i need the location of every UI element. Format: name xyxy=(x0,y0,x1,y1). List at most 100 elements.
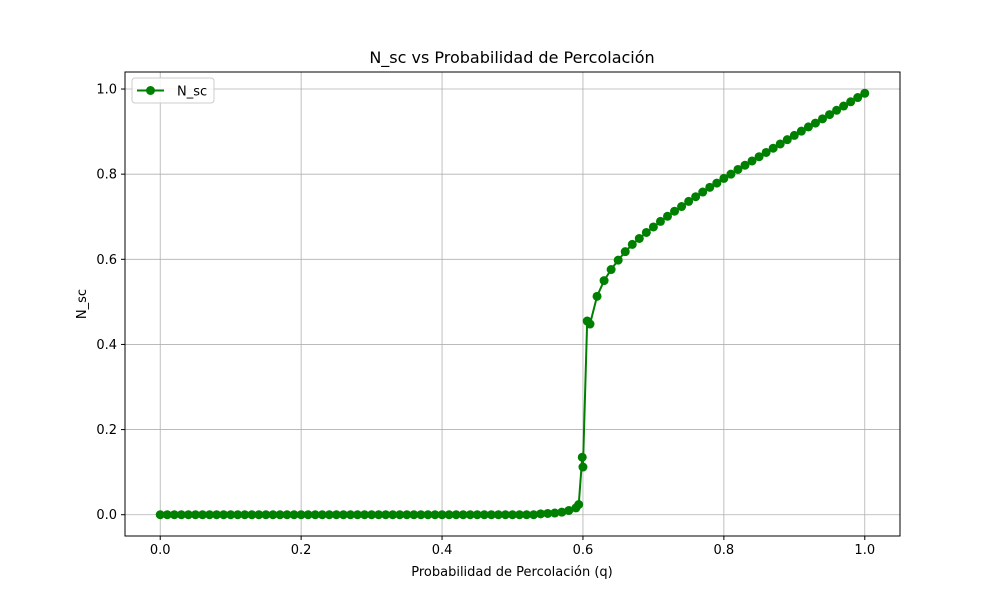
data-point xyxy=(529,510,539,520)
data-point xyxy=(846,97,856,107)
data-point xyxy=(444,510,454,520)
y-tick-label: 0.8 xyxy=(96,168,117,183)
data-point xyxy=(677,202,687,212)
data-point xyxy=(338,510,348,520)
legend-label: N_sc xyxy=(177,85,207,100)
data-point xyxy=(493,510,503,520)
data-point xyxy=(832,105,842,115)
data-point xyxy=(606,265,616,275)
y-axis-label: N_sc xyxy=(75,289,90,319)
data-point xyxy=(655,216,665,226)
data-point xyxy=(395,510,405,520)
data-point xyxy=(183,510,193,520)
data-point xyxy=(585,319,595,329)
data-point xyxy=(261,510,271,520)
data-point xyxy=(768,143,778,153)
data-point xyxy=(162,510,172,520)
data-point xyxy=(557,507,567,517)
data-point xyxy=(810,118,820,128)
data-point xyxy=(574,499,584,509)
data-point xyxy=(719,173,729,183)
legend: N_sc xyxy=(131,77,215,104)
data-point xyxy=(353,510,362,520)
data-point xyxy=(782,135,792,145)
data-point xyxy=(486,510,496,520)
data-point xyxy=(374,510,384,520)
data-point xyxy=(472,510,482,520)
data-point xyxy=(515,510,525,520)
data-point xyxy=(409,510,419,520)
x-tick-label: 1.0 xyxy=(854,543,875,558)
x-axis: 0.0 0.2 0.4 0.6 0.8 1.0 xyxy=(150,536,875,558)
data-point xyxy=(317,510,327,520)
data-point xyxy=(747,156,757,166)
data-point xyxy=(648,222,658,232)
data-point xyxy=(508,510,517,520)
data-point xyxy=(367,510,377,520)
data-point xyxy=(726,169,736,179)
data-point xyxy=(381,510,391,520)
data-point xyxy=(620,247,630,257)
legend-box xyxy=(131,77,215,104)
data-point xyxy=(634,233,644,243)
data-point xyxy=(761,147,771,157)
x-tick-label: 0.4 xyxy=(432,543,453,558)
data-point xyxy=(712,178,722,188)
y-tick-label: 1.0 xyxy=(96,83,117,98)
data-point xyxy=(522,510,532,520)
data-point xyxy=(550,508,560,518)
x-tick-label: 0.0 xyxy=(150,543,171,558)
data-point xyxy=(789,130,799,140)
data-point xyxy=(268,510,278,520)
data-point xyxy=(155,510,165,520)
data-point xyxy=(825,110,835,120)
data-point xyxy=(564,505,574,515)
data-point xyxy=(479,510,489,520)
data-point xyxy=(331,510,341,520)
data-point xyxy=(641,227,651,237)
data-point xyxy=(233,510,243,520)
data-point xyxy=(691,192,701,202)
data-point xyxy=(296,510,306,520)
series-layer xyxy=(155,88,870,520)
data-point xyxy=(240,510,250,520)
data-point xyxy=(853,93,863,103)
y-tick-label: 0.0 xyxy=(96,508,117,523)
data-point xyxy=(176,510,186,520)
data-point xyxy=(416,510,426,520)
axes-frame xyxy=(124,71,901,537)
data-point xyxy=(592,291,602,301)
data-point xyxy=(247,510,257,520)
y-axis: 0.0 0.2 0.4 0.6 0.8 1.0 xyxy=(96,83,125,523)
data-point xyxy=(388,510,398,520)
data-point xyxy=(458,510,468,520)
data-point xyxy=(754,152,764,162)
legend-marker xyxy=(146,86,155,95)
data-point xyxy=(684,196,694,206)
data-point xyxy=(860,88,870,98)
x-tick-label: 0.8 xyxy=(714,543,735,558)
x-tick-label: 0.6 xyxy=(573,543,594,558)
data-point xyxy=(423,510,433,520)
data-point xyxy=(500,510,510,520)
data-point xyxy=(289,510,299,520)
data-point xyxy=(254,510,264,520)
data-point xyxy=(345,510,355,520)
data-point xyxy=(275,510,285,520)
data-point xyxy=(599,276,609,286)
x-axis-label: Probabilidad de Percolación (q) xyxy=(411,565,613,580)
data-point xyxy=(226,510,236,520)
data-point xyxy=(324,510,334,520)
data-point xyxy=(465,510,475,520)
data-point xyxy=(212,510,222,520)
data-point xyxy=(705,182,715,192)
data-point xyxy=(803,122,813,132)
data-point xyxy=(430,510,440,520)
data-point xyxy=(577,452,587,462)
data-point xyxy=(190,510,200,520)
data-point xyxy=(627,239,637,249)
data-point xyxy=(451,510,461,520)
data-point xyxy=(402,510,412,520)
data-point xyxy=(578,462,588,472)
